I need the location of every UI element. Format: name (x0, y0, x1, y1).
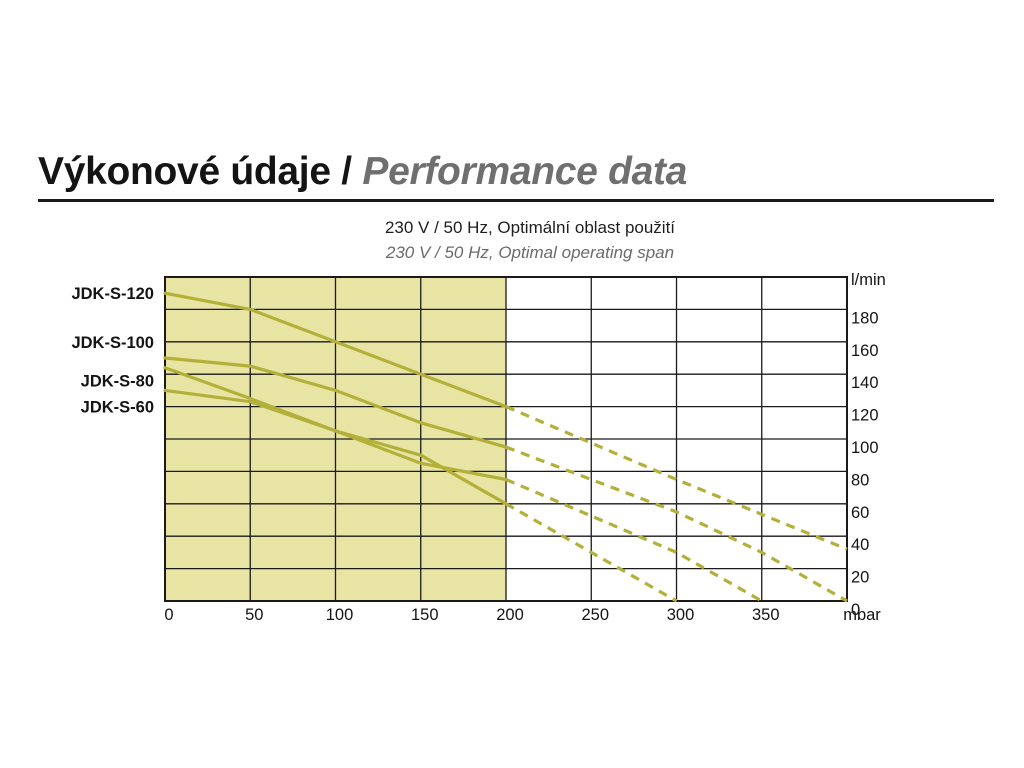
y-axis-label: l/min (851, 271, 886, 289)
plot-frame (164, 276, 848, 602)
title-divider (38, 199, 994, 202)
y-tick-label: 0 (851, 601, 860, 619)
x-tick-label: 50 (245, 606, 263, 624)
y-tick-label: 40 (851, 536, 869, 554)
title-czech: Výkonové údaje (38, 150, 331, 193)
x-tick-label: 250 (581, 606, 609, 624)
y-tick-label: 180 (851, 309, 879, 327)
series-curve-dashed (505, 502, 678, 603)
series-label: JDK-S-60 (81, 399, 154, 417)
series-curve-solid (163, 388, 508, 506)
series-curve-dashed (505, 445, 848, 603)
chart-subtitle-czech: 230 V / 50 Hz, Optimální oblast použití (384, 218, 676, 237)
title-english: Performance data (362, 150, 688, 193)
y-tick-label: 100 (851, 439, 879, 457)
y-tick-label: 20 (851, 569, 869, 587)
x-tick-label: 100 (326, 606, 354, 624)
y-tick-label: 60 (851, 504, 869, 522)
y-tick-label: 160 (851, 342, 879, 360)
title-separator: / (341, 150, 352, 193)
x-tick-label: 300 (667, 606, 695, 624)
series-curve-dashed (505, 405, 848, 551)
y-tick-label: 80 (851, 471, 869, 489)
series-curve-dashed (505, 478, 763, 603)
chart-subtitle-english: 230 V / 50 Hz, Optimal operating span (385, 243, 675, 262)
x-tick-label: 350 (752, 606, 780, 624)
y-tick-label: 120 (851, 407, 879, 425)
series-label: JDK-S-100 (71, 334, 154, 352)
x-axis-label: mbar (843, 606, 881, 624)
series-curve-solid (163, 291, 508, 409)
x-tick-label: 150 (411, 606, 439, 624)
page-title: Výkonové údaje / Performance data (38, 150, 687, 194)
y-tick-label: 140 (851, 374, 879, 392)
series-curve-solid (163, 356, 508, 449)
series-label: JDK-S-120 (71, 285, 154, 303)
x-tick-label: 200 (496, 606, 524, 624)
series-label: JDK-S-80 (81, 373, 154, 391)
x-tick-label: 0 (164, 606, 173, 624)
